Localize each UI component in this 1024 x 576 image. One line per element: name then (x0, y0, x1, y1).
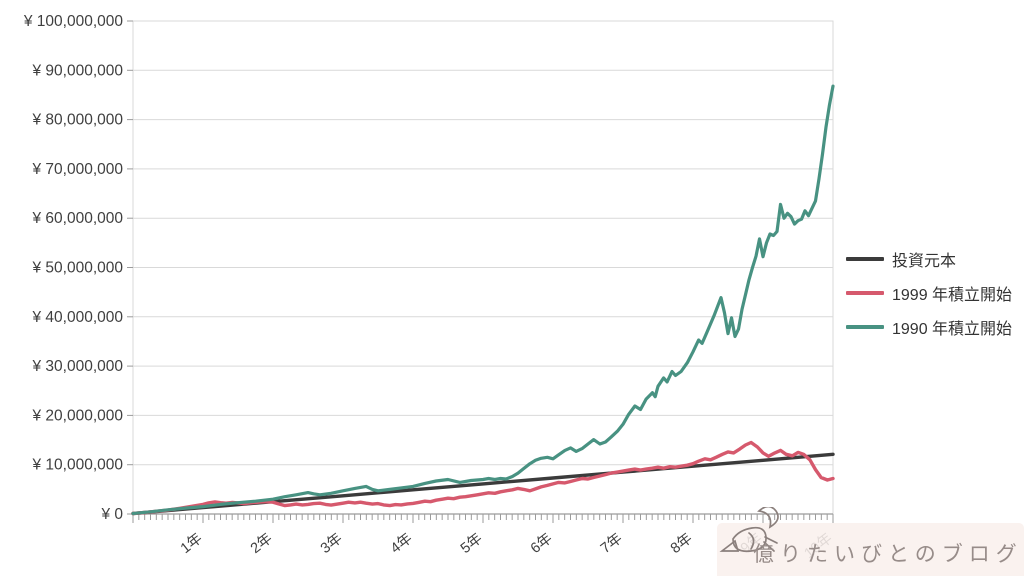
legend-swatch-principal (846, 257, 884, 261)
legend-item-1990-start: 1990 年積立開始 (846, 315, 1012, 339)
legend-swatch-1990-start (846, 325, 884, 329)
y-axis-label: ¥ 10,000,000 (31, 457, 123, 474)
x-axis-label: 3年 (317, 530, 345, 557)
x-axis-label: 6年 (527, 530, 555, 557)
x-axis-label: 8年 (667, 530, 695, 557)
y-axis-label: ¥ 80,000,000 (31, 112, 123, 129)
series-line-1 (131, 440, 835, 516)
legend-label-principal: 投資元本 (892, 253, 957, 270)
y-axis-label: ¥ 100,000,000 (23, 13, 124, 30)
y-axis-label: ¥ 50,000,000 (31, 260, 123, 277)
legend-label-1990-start: 1990 年積立開始 (892, 321, 1013, 338)
x-axis-label: 5年 (457, 530, 485, 557)
series-line-0 (131, 452, 835, 516)
y-axis-label: ¥ 70,000,000 (31, 161, 123, 178)
watermark-text: 億りたいびとのブログ (753, 543, 1023, 566)
y-axis-label: ¥ 20,000,000 (31, 407, 123, 424)
x-axis-label: 1年 (177, 530, 205, 557)
watermark: 億りたいびとのブログ (717, 507, 1024, 576)
legend-label-1999-start: 1999 年積立開始 (892, 287, 1013, 304)
legend: 投資元本 1999 年積立開始 1990 年積立開始 (846, 247, 1012, 339)
series-line-2 (131, 84, 835, 516)
y-axis-label: ¥ 60,000,000 (31, 210, 123, 227)
y-axis-label: ¥ 90,000,000 (31, 62, 123, 79)
y-axis-label: ¥ 0 (100, 506, 123, 523)
legend-item-principal: 投資元本 (846, 247, 1012, 271)
y-axis-label: ¥ 40,000,000 (31, 309, 123, 326)
x-axis-label: 7年 (597, 530, 625, 557)
x-axis-label: 4年 (387, 530, 415, 557)
y-axis-label: ¥ 30,000,000 (31, 358, 123, 375)
legend-swatch-1999-start (846, 291, 884, 295)
bird-doodle-icon (719, 507, 779, 553)
legend-item-1999-start: 1999 年積立開始 (846, 281, 1012, 305)
x-axis-label: 2年 (247, 530, 275, 557)
